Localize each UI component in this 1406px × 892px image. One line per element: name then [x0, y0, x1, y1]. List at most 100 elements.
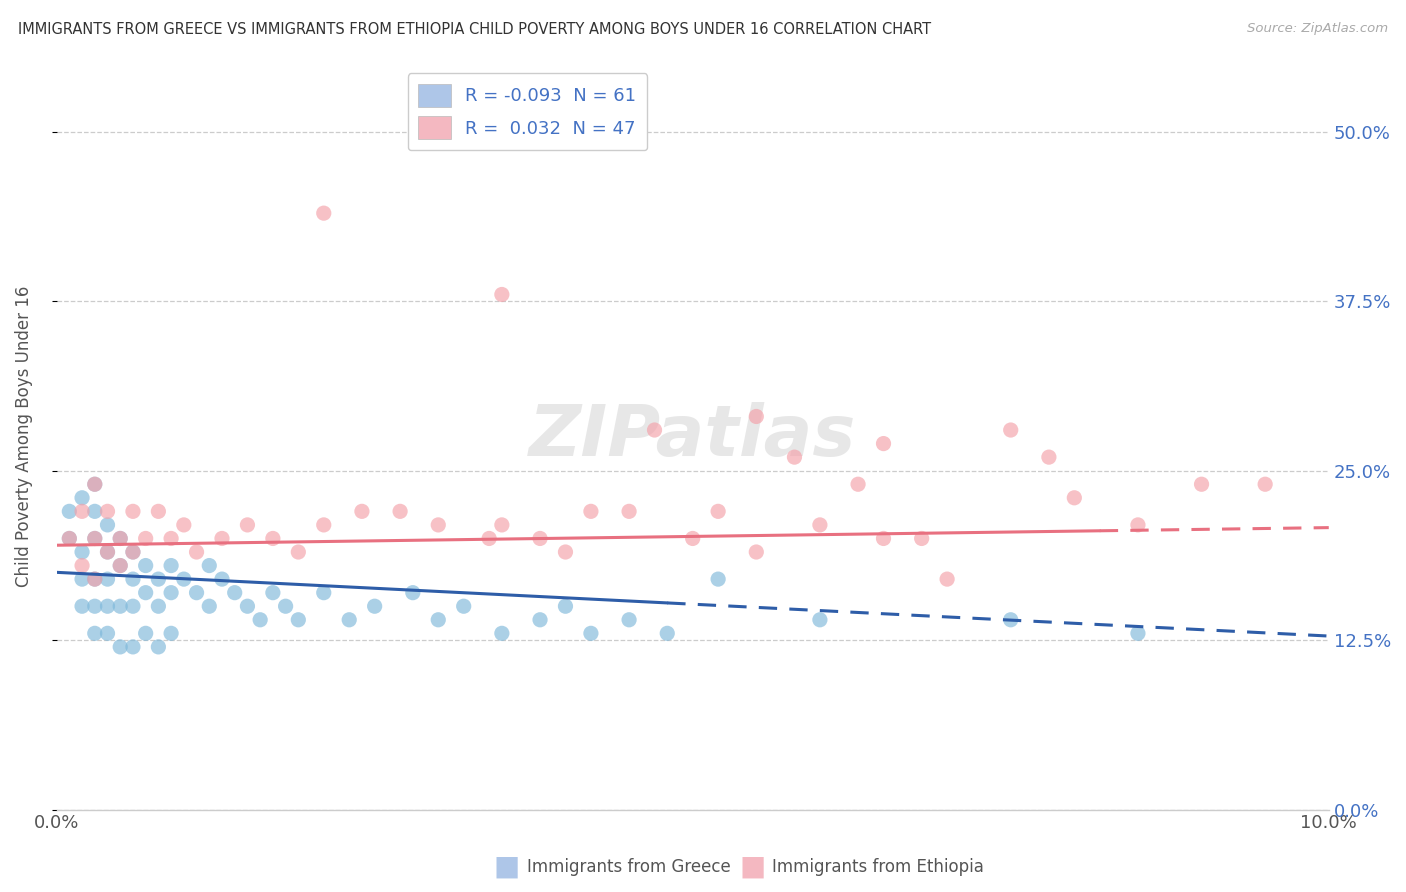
- Point: [173, 517, 195, 532]
- Point: [337, 613, 360, 627]
- Point: [135, 626, 157, 640]
- Point: [83, 626, 105, 640]
- Point: [122, 545, 145, 559]
- Point: [58, 532, 80, 546]
- Point: [402, 585, 425, 599]
- Point: [83, 572, 105, 586]
- Point: [70, 491, 93, 505]
- Text: Source: ZipAtlas.com: Source: ZipAtlas.com: [1247, 22, 1388, 36]
- Point: [198, 558, 221, 573]
- Point: [186, 585, 208, 599]
- Point: [911, 532, 934, 546]
- Point: [1126, 626, 1149, 640]
- Point: [110, 532, 132, 546]
- Point: [529, 613, 551, 627]
- Point: [236, 517, 259, 532]
- Point: [83, 532, 105, 546]
- Point: [122, 545, 145, 559]
- Point: [122, 572, 145, 586]
- Point: [644, 423, 666, 437]
- Point: [83, 504, 105, 518]
- Point: [745, 409, 768, 424]
- Point: [96, 545, 118, 559]
- Point: [148, 640, 170, 654]
- Point: [135, 558, 157, 573]
- Point: [135, 532, 157, 546]
- Point: [198, 599, 221, 614]
- Point: [491, 517, 513, 532]
- Point: [579, 504, 602, 518]
- Point: [148, 504, 170, 518]
- Point: [58, 504, 80, 518]
- Point: [262, 585, 284, 599]
- Point: [427, 517, 450, 532]
- Point: [287, 613, 309, 627]
- Point: [262, 532, 284, 546]
- Y-axis label: Child Poverty Among Boys Under 16: Child Poverty Among Boys Under 16: [15, 286, 32, 588]
- Point: [148, 572, 170, 586]
- Point: [110, 599, 132, 614]
- Point: [70, 545, 93, 559]
- Point: [657, 626, 679, 640]
- Point: [160, 558, 183, 573]
- Point: [83, 599, 105, 614]
- Point: [70, 572, 93, 586]
- Point: [96, 504, 118, 518]
- Point: [872, 532, 894, 546]
- Point: [122, 599, 145, 614]
- Point: [1126, 517, 1149, 532]
- Point: [808, 517, 831, 532]
- Point: [135, 585, 157, 599]
- Point: [211, 572, 233, 586]
- Point: [186, 545, 208, 559]
- Point: [312, 517, 335, 532]
- Text: ■: ■: [494, 853, 519, 881]
- Point: [478, 532, 501, 546]
- Point: [236, 599, 259, 614]
- Point: [110, 558, 132, 573]
- Text: Immigrants from Greece: Immigrants from Greece: [527, 858, 731, 876]
- Point: [554, 545, 576, 559]
- Point: [274, 599, 297, 614]
- Point: [579, 626, 602, 640]
- Point: [58, 532, 80, 546]
- Point: [491, 626, 513, 640]
- Point: [312, 585, 335, 599]
- Point: [1000, 423, 1022, 437]
- Point: [453, 599, 475, 614]
- Point: [363, 599, 385, 614]
- Point: [554, 599, 576, 614]
- Point: [491, 287, 513, 301]
- Point: [96, 572, 118, 586]
- Point: [122, 504, 145, 518]
- Point: [249, 613, 271, 627]
- Point: [122, 640, 145, 654]
- Text: Immigrants from Ethiopia: Immigrants from Ethiopia: [772, 858, 984, 876]
- Point: [160, 626, 183, 640]
- Point: [783, 450, 806, 464]
- Point: [1063, 491, 1085, 505]
- Point: [1038, 450, 1060, 464]
- Point: [287, 545, 309, 559]
- Point: [846, 477, 869, 491]
- Point: [110, 640, 132, 654]
- Text: ■: ■: [740, 853, 765, 881]
- Point: [1254, 477, 1277, 491]
- Text: ZIPatlas: ZIPatlas: [529, 402, 856, 471]
- Point: [707, 504, 730, 518]
- Point: [96, 517, 118, 532]
- Point: [83, 477, 105, 491]
- Point: [350, 504, 373, 518]
- Point: [1000, 613, 1022, 627]
- Point: [427, 613, 450, 627]
- Point: [110, 558, 132, 573]
- Point: [936, 572, 959, 586]
- Point: [617, 504, 640, 518]
- Point: [160, 585, 183, 599]
- Point: [83, 477, 105, 491]
- Point: [96, 626, 118, 640]
- Point: [707, 572, 730, 586]
- Point: [224, 585, 246, 599]
- Point: [808, 613, 831, 627]
- Point: [872, 436, 894, 450]
